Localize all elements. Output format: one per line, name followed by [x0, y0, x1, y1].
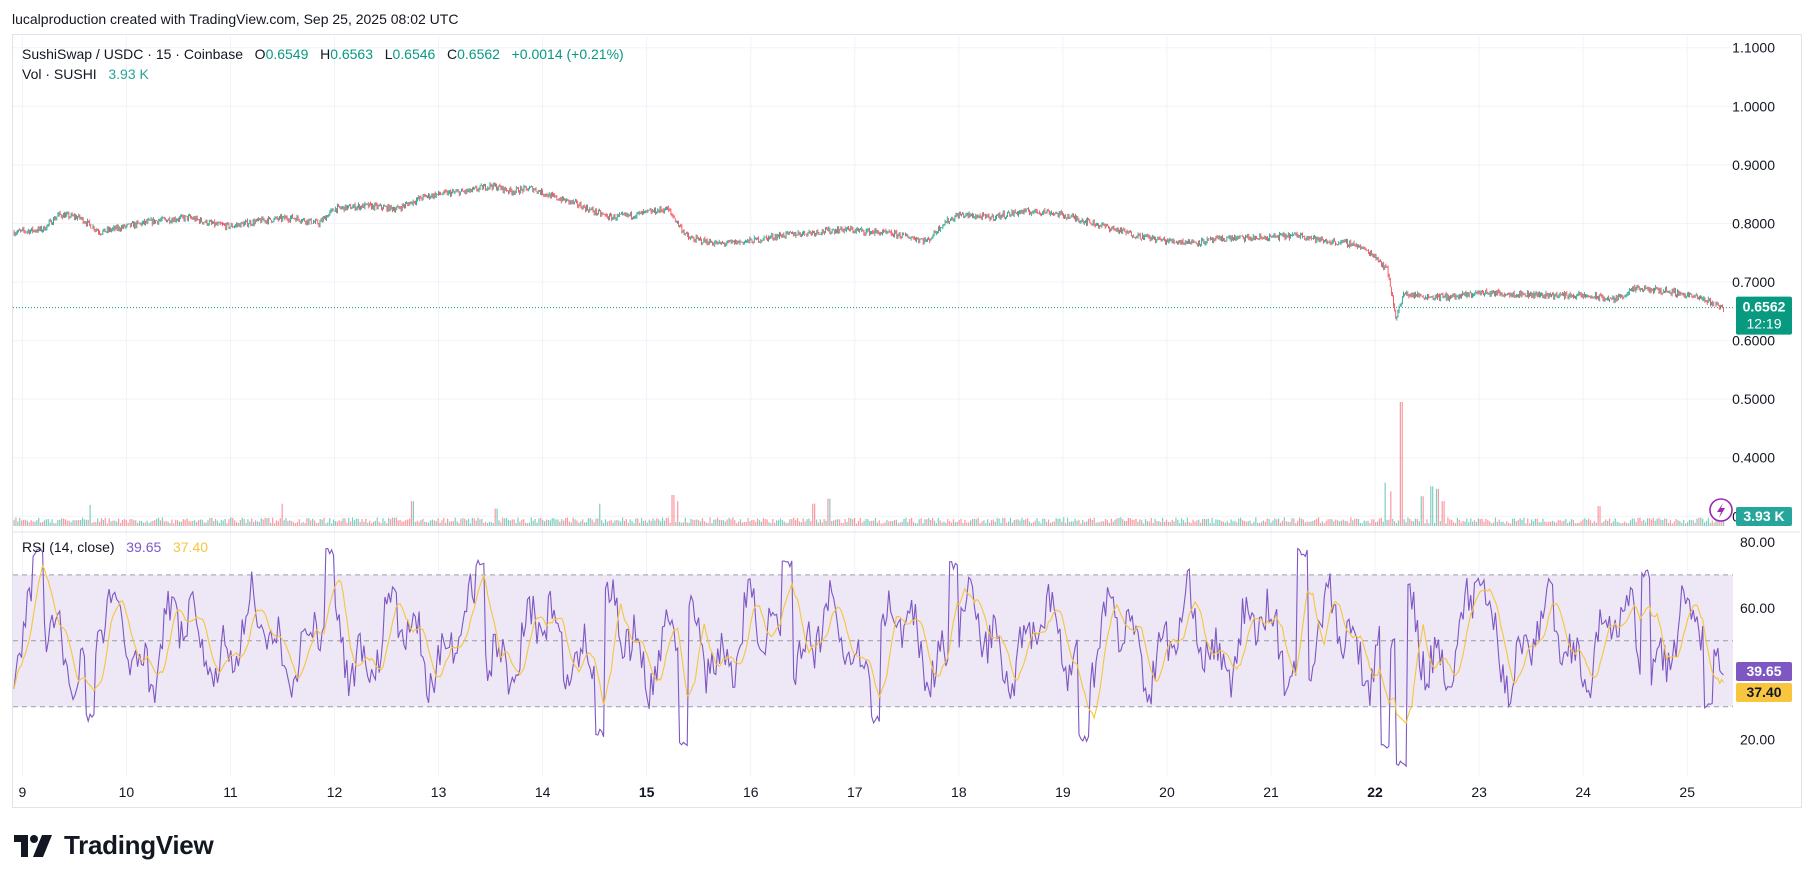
time-axis-label: 16: [743, 784, 759, 800]
chart-frame: [12, 34, 1802, 808]
rsi-ma-value: 37.40: [172, 539, 209, 555]
rsi-axis-label: 20.00: [1740, 732, 1775, 748]
last-price-badge: [1736, 296, 1792, 335]
time-axis-label: 10: [119, 784, 135, 800]
price-axis-label: 0.5000: [1732, 391, 1775, 407]
rsi-legend: RSI (14, close) 39.65 37.40: [22, 539, 208, 555]
low-label: L: [384, 46, 393, 62]
time-axis-label: 9: [18, 784, 26, 800]
volume-badge-value: 3.93 K: [1743, 508, 1784, 524]
tradingview-logo-icon: [14, 834, 52, 857]
time-axis-label: 20: [1159, 784, 1175, 800]
price-axis-label: 0.4000: [1732, 450, 1775, 466]
high-label: H: [320, 46, 331, 62]
time-axis-label: 13: [431, 784, 447, 800]
price-axis-label: 0.7000: [1732, 274, 1775, 290]
price-axis-label: 1.0000: [1732, 98, 1775, 114]
rsi-ma-badge: [1736, 683, 1792, 702]
rsi-ma-line: [13, 564, 1725, 725]
rsi-line: [13, 547, 1724, 768]
tradingview-logo[interactable]: TradingView: [14, 830, 214, 861]
close-label: C: [446, 46, 458, 62]
change-value: +0.0014 (+0.21%): [511, 46, 624, 62]
time-axis-label: 14: [535, 784, 551, 800]
chart-caption: lucalproduction created with TradingView…: [12, 11, 459, 27]
rsi-badge-value: 39.65: [1746, 663, 1781, 679]
volume-label[interactable]: Vol · SUSHI: [22, 66, 97, 82]
open-value: 0.6549: [265, 46, 309, 62]
bar-countdown: 12:19: [1746, 316, 1781, 332]
time-axis-label: 18: [951, 784, 967, 800]
last-price-badge-value: 0.6562: [1743, 299, 1786, 315]
time-axis-label: 19: [1055, 784, 1071, 800]
tradingview-logo-text: TradingView: [64, 830, 214, 860]
rsi-axis-label: 80.00: [1740, 534, 1775, 550]
time-axis-label: 22: [1367, 784, 1383, 800]
price-axis-label: 0.6000: [1732, 333, 1775, 349]
volume-legend: Vol · SUSHI 3.93 K: [22, 66, 149, 82]
volume-value: 3.93 K: [108, 66, 149, 82]
time-axis-label: 17: [847, 784, 863, 800]
time-axis-label: 23: [1471, 784, 1487, 800]
time-axis-label: 11: [223, 784, 238, 800]
rsi-value: 39.65: [126, 539, 162, 555]
price-axis-label: 0.9000: [1732, 157, 1775, 173]
close-value: 0.6562: [457, 46, 500, 62]
price-axis-label: 1.1000: [1732, 40, 1775, 56]
time-axis-label: 21: [1263, 784, 1279, 800]
open-label: O: [254, 46, 266, 62]
time-axis-label: 12: [327, 784, 343, 800]
time-axis-label: 25: [1679, 784, 1695, 800]
time-axis-label: 24: [1575, 784, 1591, 800]
rsi-ma-badge-value: 37.40: [1746, 684, 1781, 700]
low-value: 0.6546: [392, 46, 436, 62]
rsi-badge: [1736, 662, 1792, 681]
price-legend: SushiSwap / USDC · 15 · Coinbase O0.6549…: [22, 46, 624, 62]
price-axis-label: 0.8000: [1732, 215, 1775, 231]
volume-badge: [1736, 507, 1792, 526]
time-axis-label: 15: [639, 784, 655, 800]
lightning-icon-glyph: [1717, 503, 1725, 518]
rsi-axis-label: 60.00: [1740, 600, 1775, 616]
rsi-label[interactable]: RSI (14, close): [22, 539, 115, 555]
symbol-label[interactable]: SushiSwap / USDC · 15 · Coinbase: [22, 46, 243, 62]
high-value: 0.6563: [330, 46, 374, 62]
